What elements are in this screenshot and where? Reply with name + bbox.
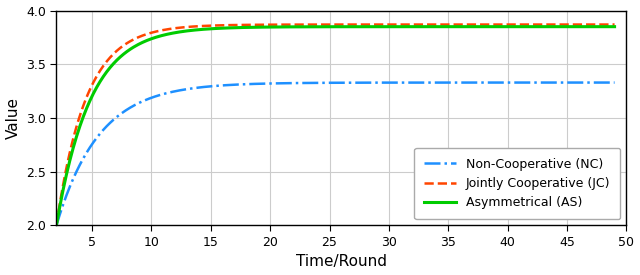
Asymmetrical (AS) [321,25,329,28]
Non-Cooperative (NC) [317,81,325,84]
Line: Asymmetrical (AS): Asymmetrical (AS) [56,27,614,226]
Legend: Non-Cooperative (NC), Jointly Cooperative (JC), Asymmetrical (AS): Non-Cooperative (NC), Jointly Cooperativ… [415,148,620,219]
Asymmetrical (AS) [510,25,518,28]
Jointly Cooperative (JC) [321,23,329,26]
Non-Cooperative (NC) [52,224,60,227]
Line: Non-Cooperative (NC): Non-Cooperative (NC) [56,82,614,226]
Jointly Cooperative (JC) [317,23,325,26]
Jointly Cooperative (JC) [597,23,605,26]
Line: Jointly Cooperative (JC): Jointly Cooperative (JC) [56,24,614,226]
Asymmetrical (AS) [52,224,60,227]
Non-Cooperative (NC) [321,81,329,84]
Jointly Cooperative (JC) [510,23,518,26]
Jointly Cooperative (JC) [385,23,392,26]
Jointly Cooperative (JC) [355,23,362,26]
Non-Cooperative (NC) [355,81,362,84]
Asymmetrical (AS) [385,25,392,28]
Asymmetrical (AS) [611,25,618,28]
Y-axis label: Value: Value [6,97,20,139]
Non-Cooperative (NC) [510,81,518,84]
Jointly Cooperative (JC) [611,23,618,26]
Asymmetrical (AS) [355,25,362,28]
Jointly Cooperative (JC) [52,224,60,227]
Non-Cooperative (NC) [385,81,392,84]
X-axis label: Time/Round: Time/Round [296,254,387,270]
Asymmetrical (AS) [597,25,605,28]
Asymmetrical (AS) [317,25,325,28]
Non-Cooperative (NC) [611,81,618,84]
Non-Cooperative (NC) [597,81,605,84]
